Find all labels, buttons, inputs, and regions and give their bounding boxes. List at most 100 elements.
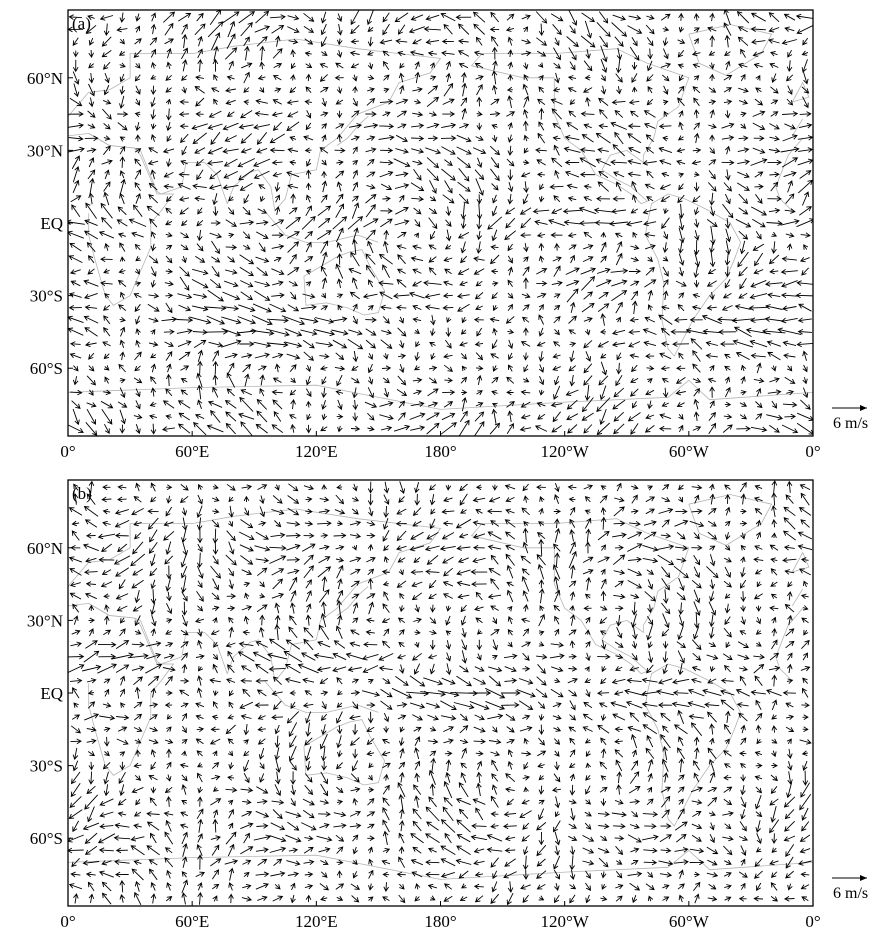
wind-vector <box>644 183 655 190</box>
wind-vector <box>661 809 670 819</box>
wind-vector <box>269 303 287 313</box>
wind-vector <box>305 579 312 589</box>
wind-vector <box>646 569 655 575</box>
wind-vector <box>720 677 734 684</box>
wind-vector <box>254 702 269 708</box>
wind-vector <box>352 387 358 399</box>
wind-vector <box>658 146 673 154</box>
wind-vector <box>243 871 250 878</box>
wind-vector <box>337 304 343 311</box>
x-tick-label: 0° <box>60 442 75 461</box>
wind-vector <box>750 158 768 166</box>
wind-vector <box>396 580 407 588</box>
wind-vector <box>178 171 190 178</box>
wind-vector <box>693 182 700 192</box>
wind-vector <box>662 651 669 664</box>
wind-vector <box>536 280 548 287</box>
wind-vector <box>629 712 640 722</box>
wind-vector <box>538 538 544 556</box>
wind-vector <box>473 883 484 890</box>
wind-vector <box>266 317 289 324</box>
wind-vector <box>694 613 700 629</box>
wind-vector <box>739 750 747 757</box>
wind-vector <box>646 798 654 806</box>
wind-vector <box>678 266 684 277</box>
wind-vector <box>88 617 95 624</box>
wind-vector <box>769 819 780 834</box>
wind-vector <box>613 423 625 435</box>
wind-vector <box>320 895 328 902</box>
wind-vector <box>723 182 733 192</box>
wind-vector <box>398 400 406 409</box>
wind-vector <box>677 304 685 312</box>
wind-vector <box>165 819 172 832</box>
wind-vector <box>662 256 669 262</box>
wind-vector <box>414 365 420 371</box>
wind-vector <box>600 231 607 238</box>
wind-vector <box>228 882 234 891</box>
wind-vector <box>88 49 95 58</box>
wind-vector <box>428 217 438 230</box>
wind-vector <box>783 13 796 21</box>
wind-vector <box>722 424 733 433</box>
wind-vector <box>738 712 748 722</box>
wind-vector <box>321 277 328 290</box>
wind-vector <box>492 617 498 625</box>
wind-vector <box>692 811 702 817</box>
wind-vector <box>383 773 389 781</box>
wind-vector <box>209 232 223 239</box>
wind-vector <box>771 627 777 637</box>
wind-vector <box>469 700 490 710</box>
wind-vector <box>538 364 545 373</box>
wind-vector <box>472 497 486 503</box>
wind-vector <box>553 738 561 745</box>
wind-vector <box>305 711 312 724</box>
wind-vector <box>429 663 436 675</box>
wind-vector <box>554 882 560 891</box>
wind-vector <box>504 858 516 867</box>
wind-vector <box>749 339 768 348</box>
wind-vector <box>583 375 593 386</box>
wind-vector <box>181 831 188 845</box>
wind-vector <box>85 422 98 436</box>
wind-vector <box>367 74 375 81</box>
wind-vector <box>519 207 532 215</box>
wind-vector <box>363 218 379 228</box>
wind-vector <box>147 508 159 515</box>
wind-vector <box>491 124 498 130</box>
wind-vector <box>420 691 446 697</box>
wind-vector <box>750 12 766 22</box>
wind-vector <box>787 85 793 96</box>
wind-vector <box>458 168 470 182</box>
wind-vector <box>239 182 253 191</box>
wind-vector <box>490 157 500 169</box>
wind-vector <box>119 424 126 434</box>
wind-vector <box>348 329 363 336</box>
wind-vector <box>536 292 547 298</box>
wind-vector <box>661 602 671 615</box>
wind-vector <box>368 601 375 615</box>
wind-vector <box>750 279 767 288</box>
wind-vector <box>164 702 173 708</box>
wind-vector <box>72 603 80 613</box>
wind-vector <box>491 390 498 396</box>
wind-vector <box>397 375 407 386</box>
wind-vector <box>335 352 345 361</box>
wind-vector <box>196 552 203 568</box>
wind-vector <box>101 881 112 892</box>
wind-vector <box>676 592 686 601</box>
wind-vector <box>165 795 172 807</box>
wind-vector <box>395 98 409 105</box>
wind-vector <box>473 23 486 35</box>
wind-vector <box>150 482 156 492</box>
wind-vector <box>336 413 344 420</box>
wind-vector <box>399 820 405 832</box>
wind-vector <box>135 798 141 806</box>
wind-vector <box>675 280 687 287</box>
wind-vector <box>83 279 99 287</box>
wind-vector <box>285 216 301 229</box>
wind-vector <box>429 111 438 117</box>
wind-vector <box>165 642 174 648</box>
wind-vector <box>522 377 530 383</box>
wind-vector <box>797 158 813 166</box>
